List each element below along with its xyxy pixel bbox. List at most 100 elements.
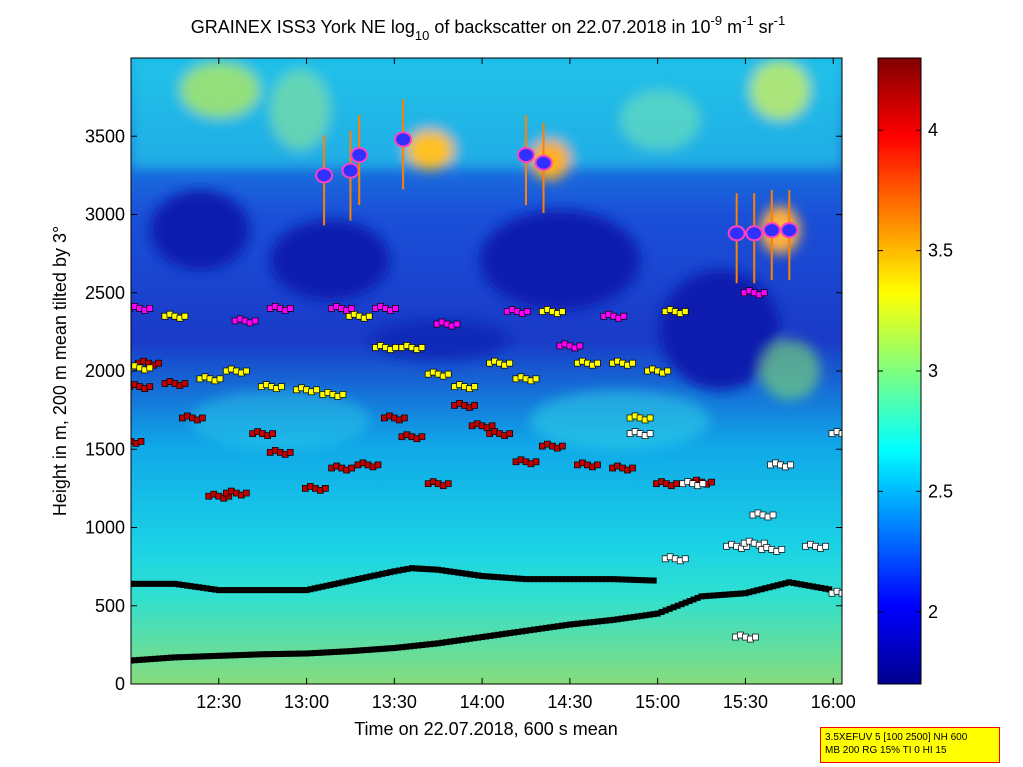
layer-point [275,650,282,657]
layer-point [453,320,461,328]
y-tick-label: 3500 [85,126,125,146]
layer-point [231,587,238,594]
layer-point [383,570,390,577]
layer-point [146,383,154,390]
layer-point [155,580,162,587]
layer-point [742,590,749,597]
layer-point [418,433,426,441]
layer-point [594,461,601,469]
layer-point [546,576,553,583]
layer-point [447,638,454,645]
layer-point [822,585,829,592]
layer-point [179,654,186,661]
layer-point [523,627,529,634]
cloud-base-point [517,147,535,164]
y-tick-label: 1500 [85,439,125,459]
layer-point [151,655,158,662]
layer-point [331,648,338,655]
y-axis: 0 500 1000 1500 2000 2500 3000 3500 [85,126,842,694]
note-line-2: MB 200 RG 15% TI 0 HI 15 [825,745,947,756]
layer-point [686,598,693,605]
layer-point [395,567,402,574]
layer-point [495,574,502,581]
layer-point [530,626,537,633]
layer-point [467,635,474,642]
layer-point [594,618,601,625]
layer-point [714,592,721,599]
layer-point [495,631,502,638]
layer-point [131,657,138,664]
layer-point [746,589,753,596]
layer-point [530,576,537,583]
layer-point [570,576,577,583]
layer-point [598,618,605,625]
layer-point [586,619,593,626]
layer-point [279,587,286,594]
layer-point [392,344,399,351]
layer-point [614,576,621,583]
layer-point [423,641,430,648]
layer-point [259,651,266,658]
layer-point [147,656,154,663]
x-tick-label: 13:00 [284,692,329,712]
colorbar-tick-label: 2.5 [928,481,953,501]
y-tick-label: 2500 [85,283,125,303]
layer-point [770,583,777,590]
layer-point [375,571,382,578]
layer-point [287,650,294,657]
layer-point [367,646,374,653]
y-tick-label: 0 [115,674,125,694]
layer-point [343,648,350,655]
layer-point [443,567,450,574]
layer-point [215,587,222,594]
layer-point [143,580,150,587]
layer-point [363,646,370,653]
layer-point [315,584,322,591]
layer-point [629,359,636,367]
layer-point [778,581,785,588]
layer-point [427,641,434,648]
layer-point [191,653,198,660]
layer-point [371,572,378,579]
layer-point [235,587,242,594]
layer-point [576,342,584,350]
layer-point [351,647,358,654]
layer-point [730,591,737,598]
layer-point [822,542,830,550]
layer-point [752,633,759,641]
layer-point [681,555,689,563]
layer-point [392,305,399,312]
layer-point [135,580,142,587]
layer-point [299,650,306,657]
layer-point [590,576,597,583]
layer-point [750,588,757,595]
layer-point [806,582,813,589]
x-axis: 12:30 13:00 13:30 14:00 14:30 15:00 15:30 16:00 [196,58,856,712]
layer-point [263,651,270,658]
x-tick-label: 12:30 [196,692,241,712]
layer-point [726,591,733,598]
layer-point [602,576,609,583]
layer-point [363,574,370,581]
layer-point [391,645,398,652]
cloud-base-point [315,167,334,184]
layer-point [673,480,680,488]
layer-point [598,576,605,583]
layer-point [167,580,174,587]
layer-point [348,305,356,312]
layer-point [223,587,230,594]
layer-point [662,607,669,614]
layer-point [203,653,210,660]
layer-point [487,632,494,639]
x-tick-label: 16:00 [811,692,856,712]
layer-point [215,652,222,659]
layer-point [243,651,250,658]
layer-point [365,312,373,320]
layer-point [216,375,224,383]
layer-point [227,587,234,594]
layer-point [626,614,633,621]
layer-point [267,651,274,658]
layer-point [778,546,786,553]
series-black-square [131,565,657,594]
